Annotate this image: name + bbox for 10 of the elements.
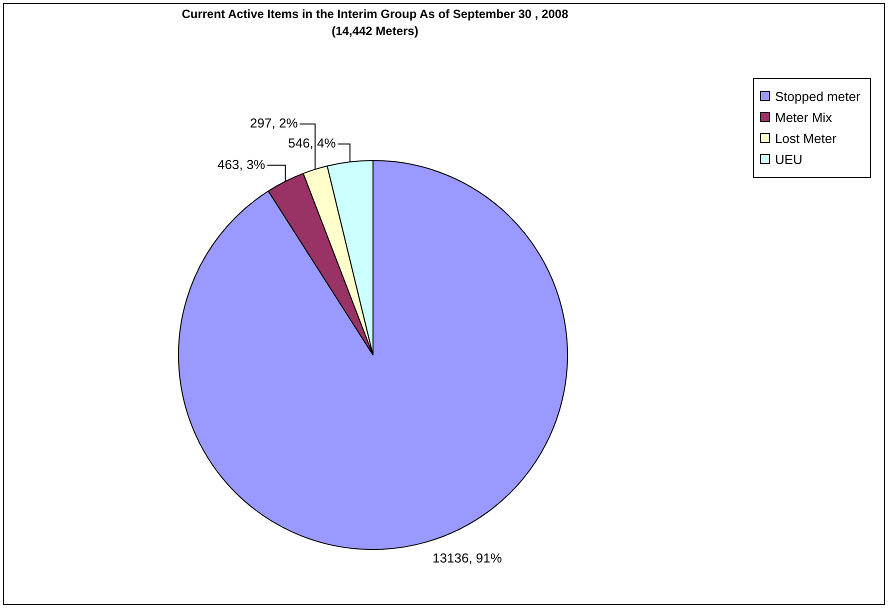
legend-label: Meter Mix [774, 109, 834, 127]
data-label: 13136, 91% [432, 550, 502, 566]
legend-label: Lost Meter [774, 130, 838, 148]
legend-label: Stopped meter [774, 88, 860, 106]
chart-subtitle: (14,442 Meters) [330, 23, 420, 40]
data-label: 463, 3% [218, 156, 266, 172]
data-label: 546, 4% [288, 136, 336, 151]
chart-title: Current Active Items in the Interim Group As of September 30 , 2008 [180, 6, 570, 23]
data-label: 297, 2% [250, 116, 298, 131]
legend-label: UEU [774, 151, 804, 169]
